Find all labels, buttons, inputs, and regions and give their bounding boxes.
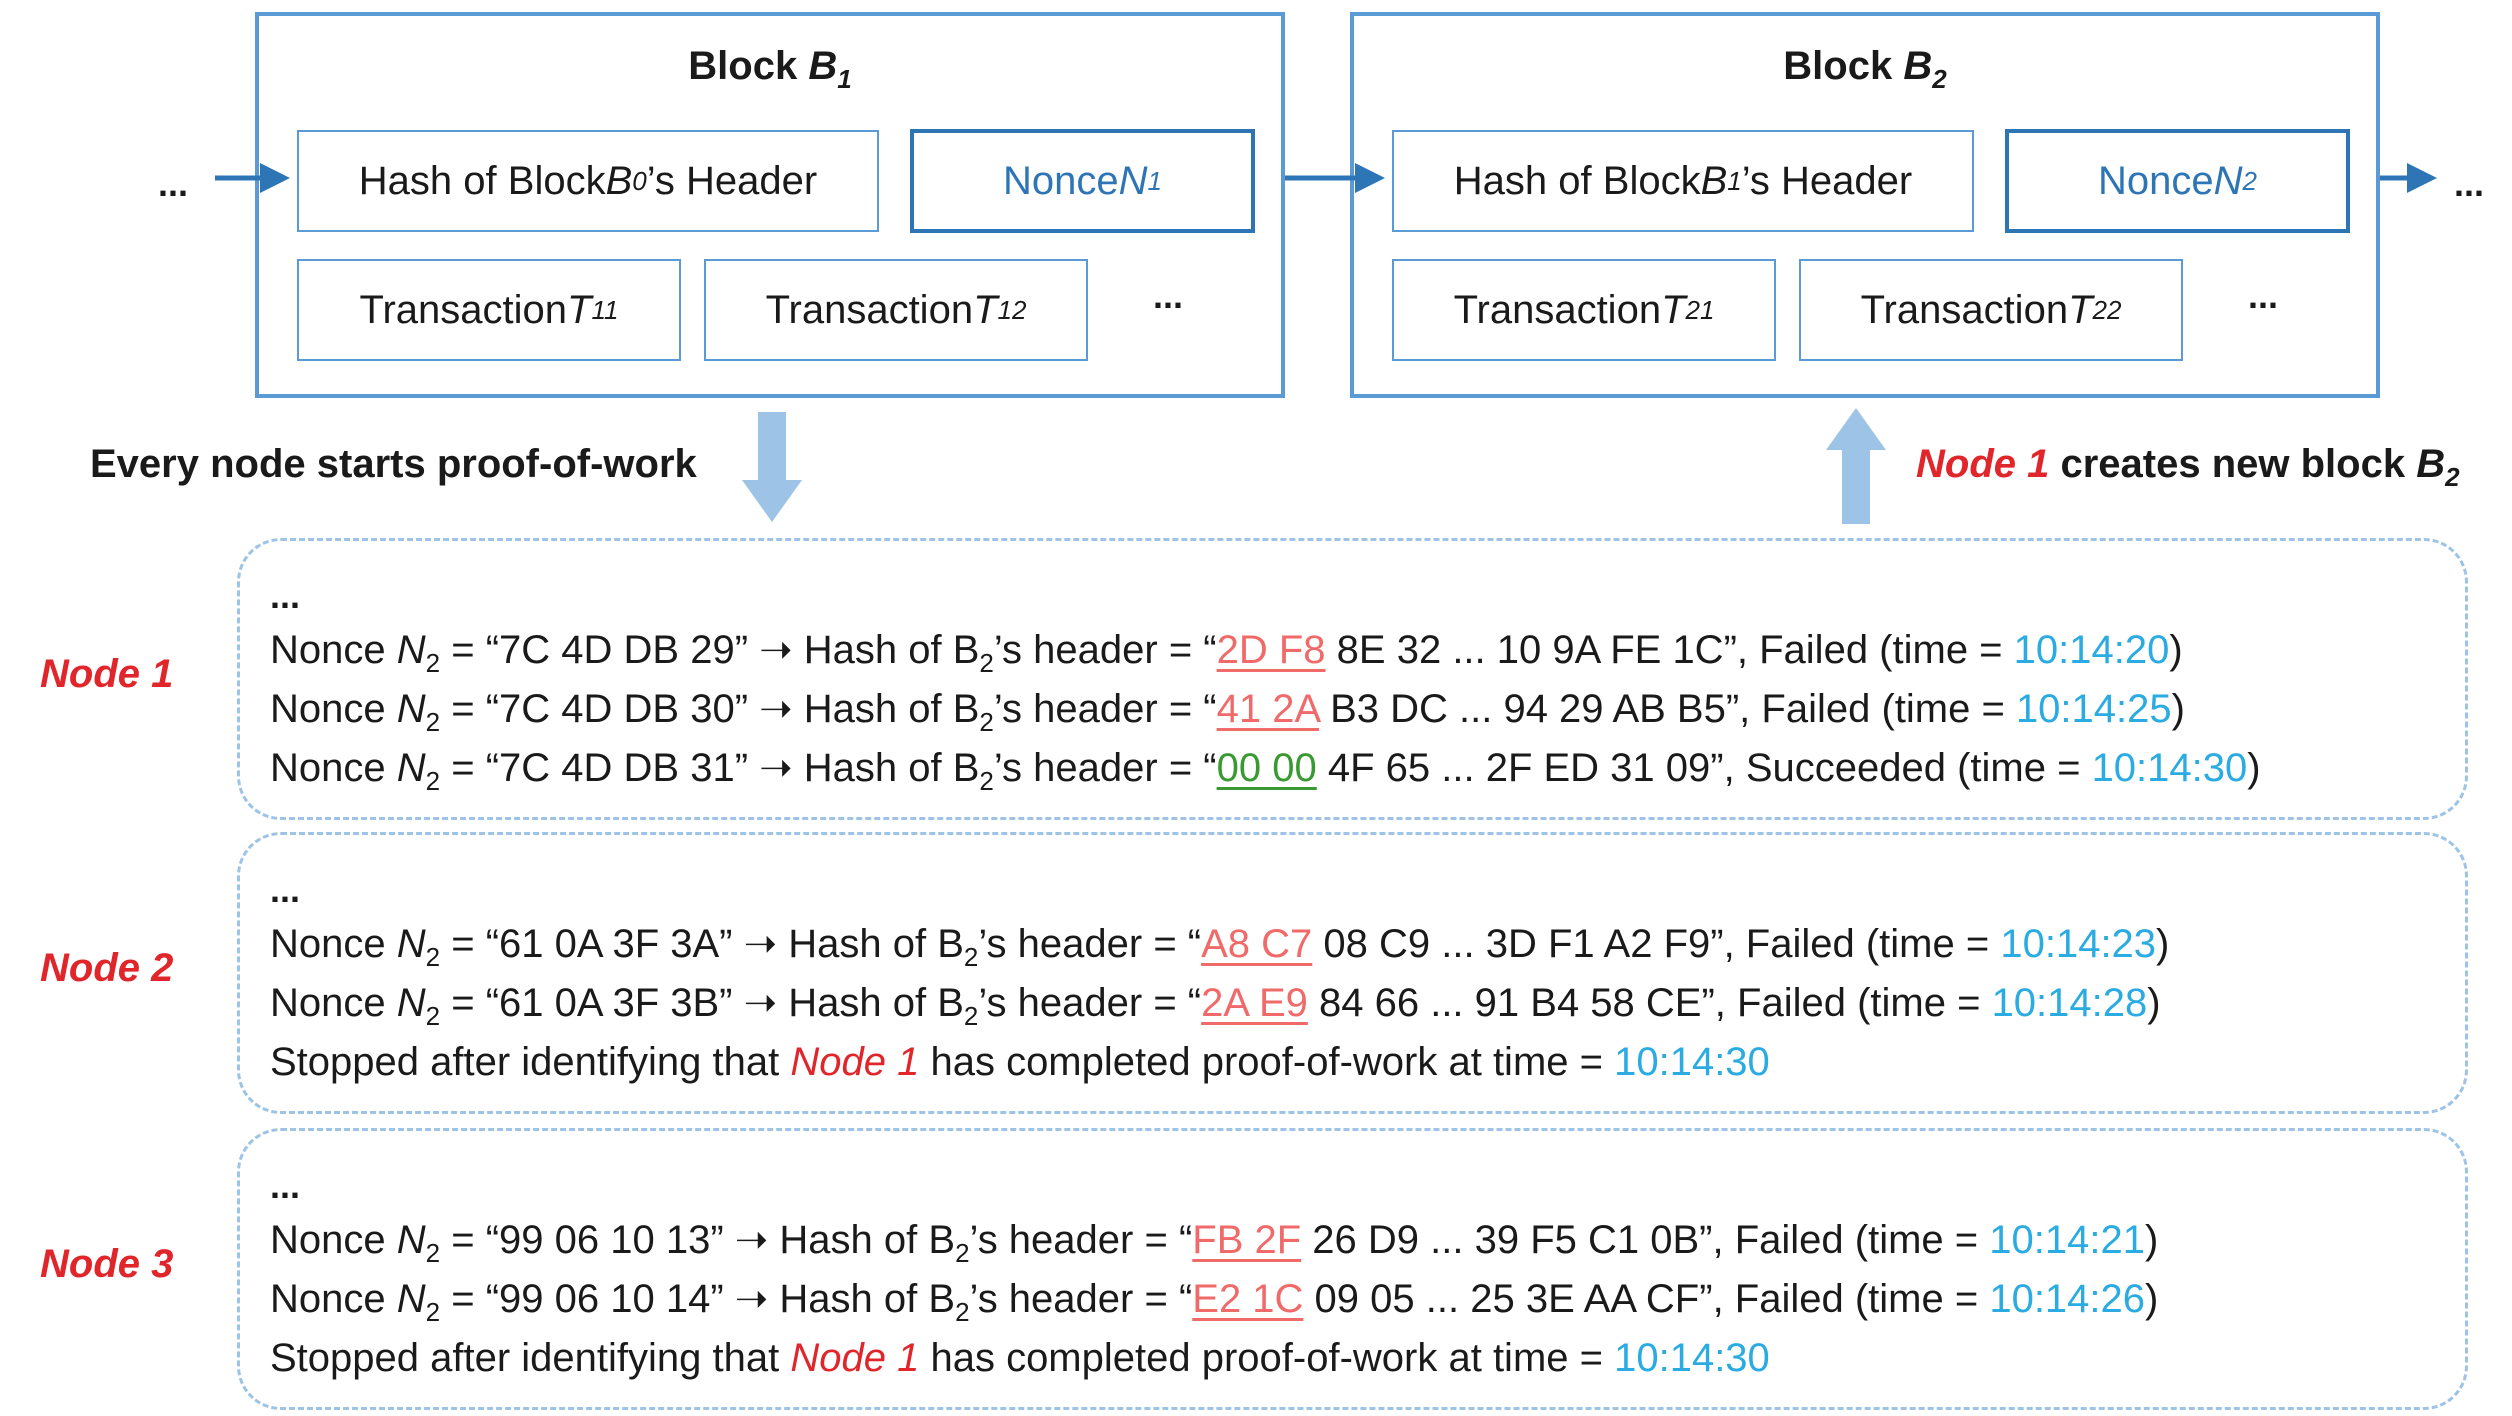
block-b1-more-transactions: ... [1153, 275, 1184, 316]
node-3-attempt-2: Nonce N2 = “99 06 10 14” ➝ Hash of B2’s … [270, 1277, 2159, 1327]
node-1-panel [237, 538, 2468, 820]
node-2-ellipsis: ... [270, 869, 301, 910]
block-b2-title: Block B2 [1783, 44, 1947, 94]
arrow-up-new-block [1826, 408, 1886, 524]
chain-right-ellipsis: ... [2454, 163, 2485, 204]
node-2-label: Node 2 [40, 946, 174, 990]
node-2-attempt-1: Nonce N2 = “61 0A 3F 3A” ➝ Hash of B2’s … [270, 922, 2170, 972]
block-b2-prev-hash: Hash of Block B 1’s Header [1392, 130, 1974, 232]
node-1-label: Node 1 [40, 652, 174, 696]
node-1-attempt-2: Nonce N2 = “7C 4D DB 30” ➝ Hash of B2’s … [270, 687, 2185, 737]
node-3-panel [237, 1128, 2468, 1410]
block-b1-title: Block B1 [688, 44, 852, 94]
node-2-panel [237, 832, 2468, 1114]
node-2-stopped: Stopped after identifying that Node 1 ha… [270, 1040, 1770, 1084]
block-b2-transaction-21: Transaction T 21 [1392, 259, 1776, 361]
block-b2-more-transactions: ... [2248, 275, 2279, 316]
node-3-label: Node 3 [40, 1242, 174, 1286]
caption-new-block: Node 1 creates new block B2 [1916, 442, 2460, 492]
block-b1-transaction-12: Transaction T 12 [704, 259, 1088, 361]
arrow-down-proof-of-work [742, 412, 802, 522]
block-b2: Block B2 Hash of Block B 1’s Header Nonce… [1350, 12, 2380, 398]
node-1-ellipsis: ... [270, 575, 301, 616]
chain-left-ellipsis: ... [158, 163, 189, 204]
block-b1-transaction-11: Transaction T 11 [297, 259, 681, 361]
node-1-attempt-1: Nonce N2 = “7C 4D DB 29” ➝ Hash of B2’s … [270, 628, 2183, 678]
block-b2-transaction-22: Transaction T 22 [1799, 259, 2183, 361]
caption-start-proof-of-work: Every node starts proof-of-work [90, 442, 697, 486]
node-1-attempt-3: Nonce N2 = “7C 4D DB 31” ➝ Hash of B2’s … [270, 746, 2261, 796]
node-3-attempt-1: Nonce N2 = “99 06 10 13” ➝ Hash of B2’s … [270, 1218, 2159, 1268]
node-2-attempt-2: Nonce N2 = “61 0A 3F 3B” ➝ Hash of B2’s … [270, 981, 2161, 1031]
block-b1: Block B1 Hash of Block B 0’s Header Nonce… [255, 12, 1285, 398]
node-3-ellipsis: ... [270, 1165, 301, 1206]
node-3-stopped: Stopped after identifying that Node 1 ha… [270, 1336, 1770, 1380]
block-b1-prev-hash: Hash of Block B 0’s Header [297, 130, 879, 232]
